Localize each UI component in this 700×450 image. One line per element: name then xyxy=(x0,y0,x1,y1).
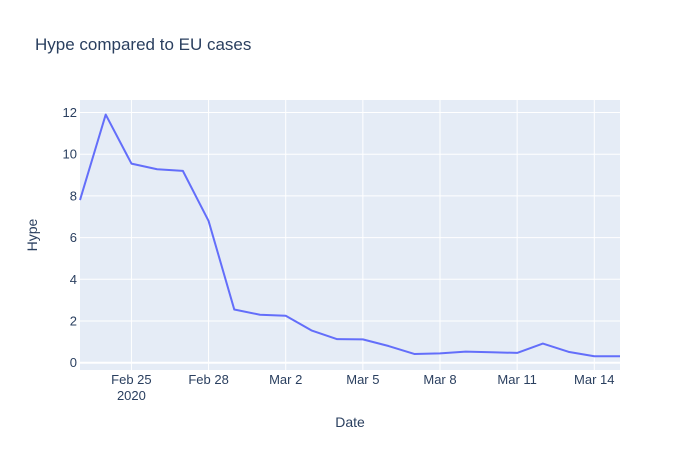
x-tick-label: Mar 14 xyxy=(574,372,614,387)
y-tick-label: 0 xyxy=(70,355,77,370)
y-tick-label: 10 xyxy=(63,147,77,162)
x-tick-label: Mar 2 xyxy=(269,372,302,387)
y-axis-title: Hype xyxy=(24,218,40,251)
x-axis-title: Date xyxy=(335,414,365,430)
x-tick-label: Mar 8 xyxy=(423,372,456,387)
x-tick-label: Mar 5 xyxy=(346,372,379,387)
chart-title: Hype compared to EU cases xyxy=(35,35,251,54)
y-tick-label: 12 xyxy=(63,105,77,120)
y-axis-ticks: 0 2 4 6 8 10 12 xyxy=(63,105,77,370)
y-tick-label: 8 xyxy=(70,188,77,203)
y-tick-label: 4 xyxy=(70,272,77,287)
plot-area xyxy=(80,100,620,370)
y-tick-label: 6 xyxy=(70,230,77,245)
series-line xyxy=(79,113,620,358)
grid-lines xyxy=(80,100,620,370)
x-tick-label: Feb 28 xyxy=(188,372,228,387)
x-tick-label: Feb 25 xyxy=(111,372,151,387)
x-tick-sublabel: 2020 xyxy=(117,388,146,403)
x-tick-label: Mar 11 xyxy=(497,372,537,387)
y-tick-label: 2 xyxy=(70,314,77,329)
